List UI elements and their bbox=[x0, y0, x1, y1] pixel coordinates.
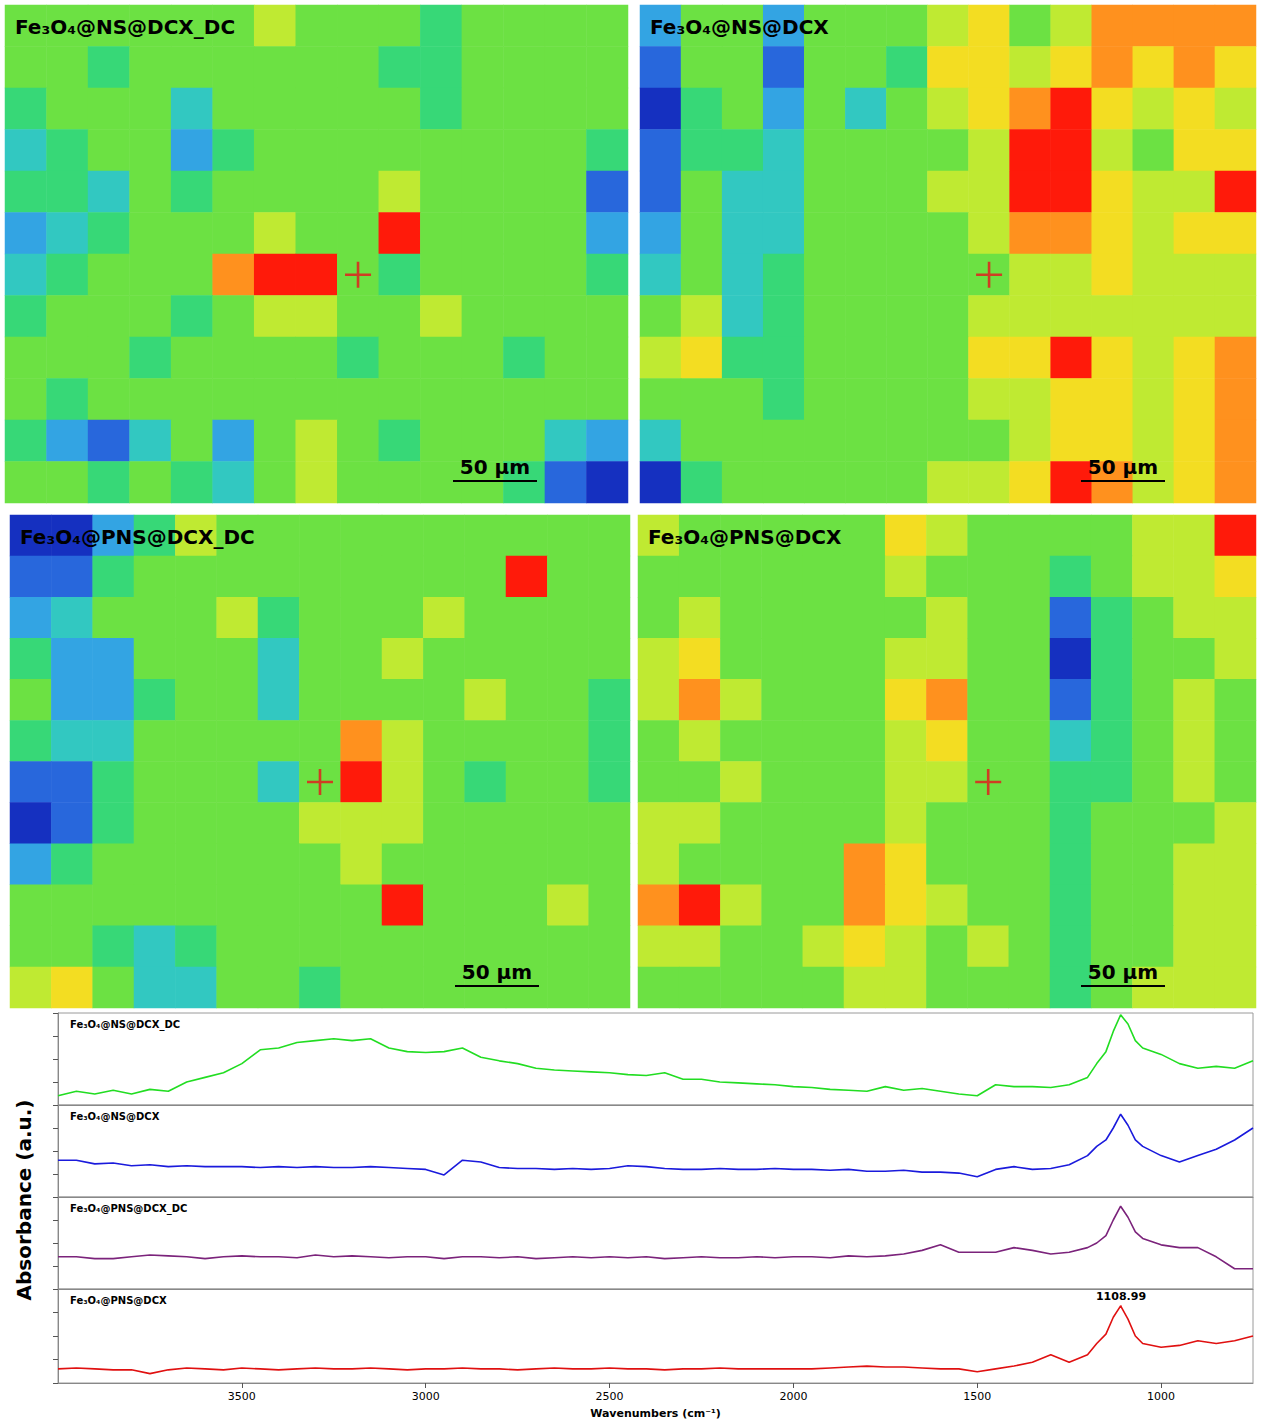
svg-text:Absorbance (a.u.): Absorbance (a.u.) bbox=[12, 1100, 36, 1301]
svg-text:50 µm: 50 µm bbox=[460, 455, 530, 479]
svg-text:2000: 2000 bbox=[779, 1390, 807, 1403]
svg-text:Fe₃O₄@PNS@DCX_DC: Fe₃O₄@PNS@DCX_DC bbox=[20, 525, 255, 549]
svg-text:Fe₃O₄@NS@DCX: Fe₃O₄@NS@DCX bbox=[650, 15, 829, 39]
svg-text:Fe₃O₄@NS@DCX_DC: Fe₃O₄@NS@DCX_DC bbox=[15, 15, 235, 39]
svg-text:Wavenumbers (cm⁻¹): Wavenumbers (cm⁻¹) bbox=[590, 1407, 721, 1420]
svg-text:50 µm: 50 µm bbox=[1088, 960, 1158, 984]
svg-text:Fe₃O₄@PNS@DCX: Fe₃O₄@PNS@DCX bbox=[70, 1295, 167, 1306]
svg-text:Fe₃O₄@PNS@DCX_DC: Fe₃O₄@PNS@DCX_DC bbox=[70, 1203, 187, 1215]
svg-text:Fe₃O₄@NS@DCX: Fe₃O₄@NS@DCX bbox=[70, 1111, 160, 1122]
svg-text:50 µm: 50 µm bbox=[1088, 455, 1158, 479]
svg-text:3000: 3000 bbox=[412, 1390, 440, 1403]
svg-text:1108.99: 1108.99 bbox=[1096, 1290, 1146, 1303]
svg-text:1500: 1500 bbox=[963, 1390, 991, 1403]
svg-text:50 µm: 50 µm bbox=[462, 960, 532, 984]
svg-text:3500: 3500 bbox=[228, 1390, 256, 1403]
svg-text:Fe₃O₄@NS@DCX_DC: Fe₃O₄@NS@DCX_DC bbox=[70, 1019, 180, 1031]
svg-text:1000: 1000 bbox=[1147, 1390, 1175, 1403]
svg-text:Fe₃O₄@PNS@DCX: Fe₃O₄@PNS@DCX bbox=[648, 525, 842, 549]
svg-text:2500: 2500 bbox=[596, 1390, 624, 1403]
